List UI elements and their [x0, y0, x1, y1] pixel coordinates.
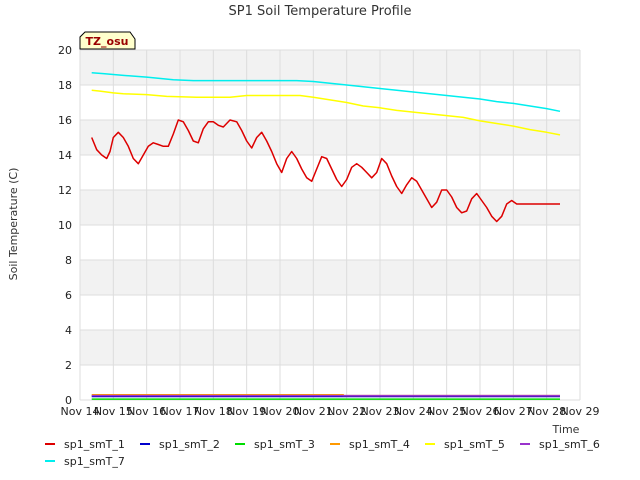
x-tick-label: Nov 28	[527, 405, 566, 418]
legend-item: sp1_smT_5	[425, 438, 505, 451]
plot-band	[80, 330, 580, 365]
plot-band	[80, 225, 580, 260]
x-tick-label: Nov 14	[61, 405, 100, 418]
x-tick-label: Nov 15	[94, 405, 133, 418]
y-tick-label: 4	[65, 324, 72, 337]
plot-band	[80, 120, 580, 155]
x-tick-label: Nov 19	[227, 405, 266, 418]
y-tick-label: 20	[58, 44, 72, 57]
series-layer	[91, 72, 561, 400]
y-tick-label: 14	[58, 149, 72, 162]
legend-item: sp1_smT_2	[140, 438, 220, 451]
grid-lines	[79, 49, 581, 401]
station-badge: TZ_osu	[79, 31, 136, 50]
y-axis-label: Soil Temperature (C)	[7, 168, 20, 281]
y-tick-label: 8	[65, 254, 72, 267]
badge-shape	[79, 31, 136, 50]
x-tick-label: Nov 20	[261, 405, 300, 418]
plot-band	[80, 295, 580, 330]
x-tick-label: Nov 17	[161, 405, 200, 418]
plot-band	[80, 50, 580, 85]
y-tick-label: 18	[58, 79, 72, 92]
legend-item: sp1_smT_4	[330, 438, 410, 451]
x-tick-label: Nov 23	[361, 405, 400, 418]
legend-item: sp1_smT_1	[45, 438, 125, 451]
y-tick-label: 16	[58, 114, 72, 127]
x-axis-label: Time	[552, 423, 580, 436]
y-axis-ticks: 0 2 4 6 8 10 12 14 16 18 20	[58, 44, 72, 407]
y-tick-label: 12	[58, 184, 72, 197]
legend-label: sp1_smT_5	[444, 438, 505, 451]
plot-background	[80, 50, 580, 400]
series-line-sp1_smT_5	[91, 89, 561, 136]
legend-label: sp1_smT_4	[349, 438, 410, 451]
x-tick-label: Nov 29	[561, 405, 600, 418]
plot-band	[80, 260, 580, 295]
plot-band	[80, 155, 580, 190]
x-tick-label: Nov 21	[294, 405, 333, 418]
y-tick-label: 6	[65, 289, 72, 302]
series-line-sp1_smT_1	[91, 119, 560, 223]
plot-band	[80, 190, 580, 225]
x-tick-label: Nov 26	[461, 405, 500, 418]
legend-item: sp1_smT_3	[235, 438, 315, 451]
legend-label: sp1_smT_1	[64, 438, 125, 451]
chart-title: SP1 Soil Temperature Profile	[229, 4, 412, 19]
x-tick-label: Nov 25	[427, 405, 466, 418]
y-tick-label: 2	[65, 359, 72, 372]
legend-label: sp1_smT_3	[254, 438, 315, 451]
legend-item: sp1_smT_7	[45, 455, 125, 468]
legend: sp1_smT_1 sp1_smT_2 sp1_smT_3 sp1_smT_4 sp1_…	[45, 438, 600, 468]
x-tick-label: Nov 22	[327, 405, 366, 418]
x-tick-label: Nov 16	[127, 405, 166, 418]
x-tick-label: Nov 27	[494, 405, 533, 418]
series-line-sp1_smT_7	[91, 72, 561, 113]
plot-band	[80, 85, 580, 120]
x-tick-label: Nov 24	[394, 405, 433, 418]
legend-label: sp1_smT_2	[159, 438, 220, 451]
x-tick-label: Nov 18	[194, 405, 233, 418]
y-tick-label: 0	[65, 394, 72, 407]
y-tick-label: 10	[58, 219, 72, 232]
legend-label: sp1_smT_7	[64, 455, 125, 468]
legend-label: sp1_smT_6	[539, 438, 600, 451]
badge-label: TZ_osu	[86, 35, 129, 48]
legend-item: sp1_smT_6	[520, 438, 600, 451]
